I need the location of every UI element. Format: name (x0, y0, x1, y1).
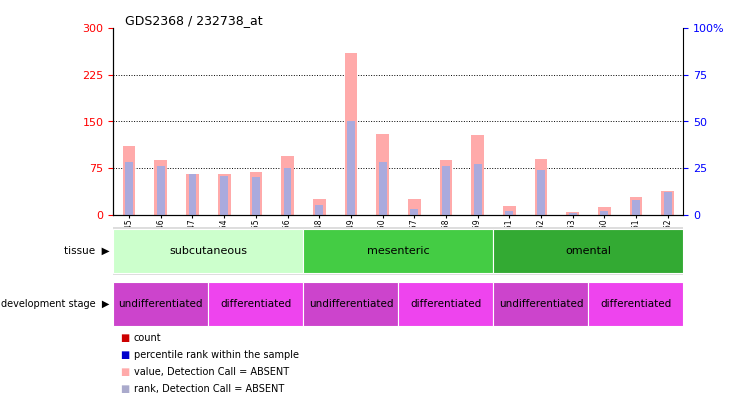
Bar (303, 229, 493, 273)
Bar (629, 197, 643, 215)
Bar (303, 282, 398, 326)
Bar (284, 168, 292, 215)
Bar (249, 173, 262, 215)
Text: undifferentiated: undifferentiated (118, 299, 203, 309)
Bar (664, 192, 672, 215)
Bar (252, 177, 260, 215)
Bar (154, 160, 167, 215)
Text: development stage  ▶: development stage ▶ (1, 299, 110, 309)
Bar (588, 282, 683, 326)
Bar (439, 160, 452, 215)
Text: undifferentiated: undifferentiated (308, 299, 393, 309)
Bar (493, 229, 683, 273)
Text: percentile rank within the sample: percentile rank within the sample (134, 350, 299, 360)
Text: tissue  ▶: tissue ▶ (64, 246, 110, 256)
Bar (313, 199, 325, 215)
Text: differentiated: differentiated (600, 299, 672, 309)
Bar (208, 282, 303, 326)
Text: count: count (134, 333, 162, 343)
Bar (493, 282, 588, 326)
Bar (347, 122, 355, 215)
Text: omental: omental (566, 246, 611, 256)
Bar (410, 209, 418, 215)
Bar (189, 174, 197, 215)
Bar (113, 229, 303, 273)
Bar (220, 175, 228, 215)
Bar (408, 199, 420, 215)
Text: rank, Detection Call = ABSENT: rank, Detection Call = ABSENT (134, 384, 284, 394)
Bar (567, 211, 579, 215)
Text: differentiated: differentiated (220, 299, 292, 309)
Bar (537, 170, 545, 215)
Bar (600, 211, 608, 215)
Bar (123, 146, 135, 215)
Bar (534, 159, 548, 215)
Bar (218, 174, 230, 215)
Bar (157, 166, 164, 215)
Text: GDS2368 / 232738_at: GDS2368 / 232738_at (125, 14, 262, 27)
Text: undifferentiated: undifferentiated (499, 299, 583, 309)
Bar (474, 164, 482, 215)
Bar (632, 200, 640, 215)
Bar (315, 205, 323, 215)
Bar (471, 135, 484, 215)
Bar (186, 174, 199, 215)
Text: subcutaneous: subcutaneous (170, 246, 247, 256)
Bar (398, 282, 493, 326)
Text: differentiated: differentiated (410, 299, 482, 309)
Bar (113, 282, 208, 326)
Bar (376, 134, 389, 215)
Bar (344, 53, 357, 215)
Bar (281, 156, 294, 215)
Bar (505, 211, 513, 215)
Bar (125, 162, 133, 215)
Bar (662, 191, 674, 215)
Text: ■: ■ (121, 384, 130, 394)
Text: ■: ■ (121, 350, 130, 360)
Bar (598, 207, 610, 215)
Text: ■: ■ (121, 367, 130, 377)
Text: ■: ■ (121, 333, 130, 343)
Bar (569, 213, 577, 215)
Text: mesenteric: mesenteric (367, 246, 430, 256)
Bar (503, 206, 515, 215)
Text: value, Detection Call = ABSENT: value, Detection Call = ABSENT (134, 367, 289, 377)
Bar (442, 166, 450, 215)
Bar (379, 162, 387, 215)
